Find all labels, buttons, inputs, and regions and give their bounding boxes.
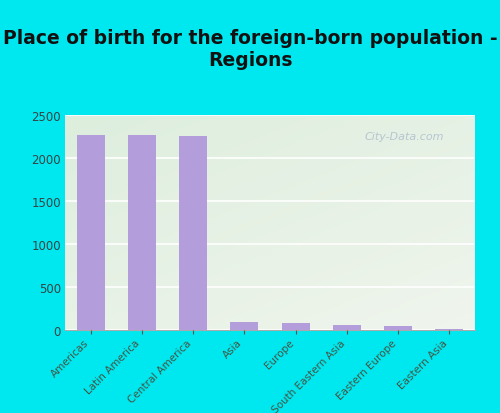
Bar (436, 329, 464, 330)
Bar (230, 322, 258, 330)
Bar (76, 135, 104, 330)
Bar (282, 323, 310, 330)
Bar (333, 325, 361, 330)
Text: Place of birth for the foreign-born population -
Regions: Place of birth for the foreign-born popu… (2, 29, 498, 70)
Bar (179, 137, 207, 330)
Bar (384, 326, 412, 330)
Text: City-Data.com: City-Data.com (364, 132, 444, 142)
Bar (128, 135, 156, 330)
